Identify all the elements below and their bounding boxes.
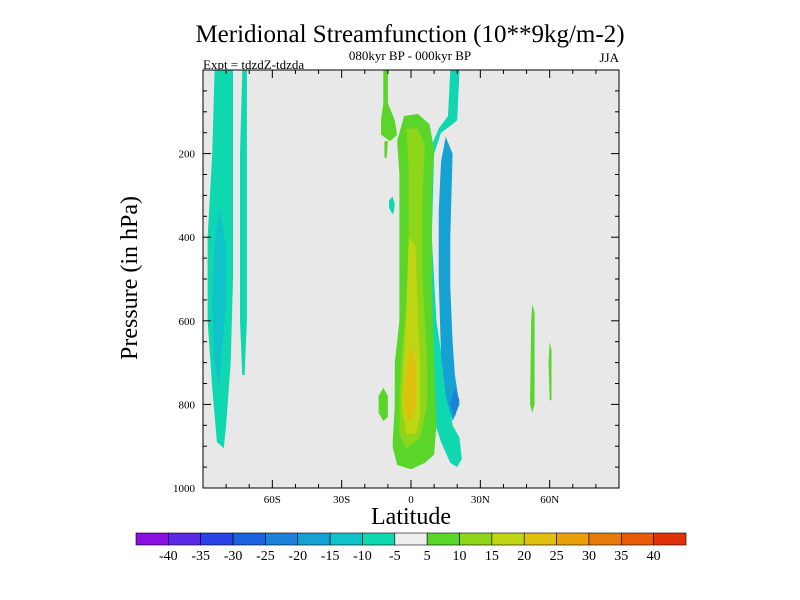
- colorbar-swatch: [265, 532, 299, 546]
- colorbar-label: 15: [485, 549, 499, 564]
- colorbar-swatch: [556, 532, 590, 546]
- region-eq-upper-patch: [381, 70, 398, 142]
- y-tick-label: 600: [179, 316, 196, 328]
- colorbar-swatch: [459, 532, 493, 546]
- contour-fills: [207, 70, 552, 470]
- region-nh-inner-blue: [438, 136, 460, 422]
- colorbar-label: 10: [453, 549, 467, 564]
- region-nh-deep-blue: [450, 387, 460, 417]
- colorbar-swatch: [232, 532, 266, 546]
- region-nh-thin-2: [548, 341, 552, 401]
- colorbar-swatch: [588, 532, 622, 546]
- y-tick-label: 800: [179, 399, 196, 411]
- colorbar-label: 40: [647, 549, 661, 564]
- colorbar-swatch: [168, 532, 202, 546]
- colorbar-label: -5: [389, 549, 401, 564]
- x-axis-label: Latitude: [371, 504, 451, 530]
- colorbar-label: 30: [582, 549, 596, 564]
- region-eq-small-blob: [389, 196, 395, 215]
- region-nh-thin-1: [530, 304, 535, 413]
- region-sh-polar-core: [212, 207, 227, 388]
- y-axis-ticks: 200 400 600 800 1000: [173, 90, 619, 495]
- x-tick-label: 30S: [333, 494, 350, 506]
- colorbar-label: 35: [614, 549, 628, 564]
- region-eq-thread: [384, 141, 388, 158]
- colorbar-swatch: [523, 532, 557, 546]
- colorbar-label: -25: [256, 549, 275, 564]
- experiment-label: Expt = tdzdZ-tdzda: [203, 57, 304, 72]
- colorbar-swatch: [329, 532, 363, 546]
- region-sh-thin-band: [240, 70, 247, 376]
- colorbar-label: -35: [191, 549, 210, 564]
- season-label: JJA: [599, 50, 619, 65]
- colorbar-label: -20: [288, 549, 307, 564]
- colorbar-swatch: [426, 532, 460, 546]
- y-axis-label: Pressure (in hPa): [117, 196, 143, 360]
- colorbar-swatch: [200, 532, 234, 546]
- colorbar-swatch: [653, 532, 687, 546]
- colorbar-label: 25: [550, 549, 564, 564]
- colorbar: -40 -35 -30 -25 -20 -15 -10 -5 5 10 15 20 25 30 35 40: [135, 532, 687, 564]
- colorbar-swatch: [135, 532, 169, 546]
- colorbar-label: -30: [224, 549, 243, 564]
- colorbar-swatch: [491, 532, 525, 546]
- colorbar-label: 20: [517, 549, 531, 564]
- colorbar-swatch: [297, 532, 331, 546]
- x-axis-ticks: 60S 30S 0 30N 60N: [225, 70, 597, 506]
- colorbar-swatch: [394, 532, 428, 546]
- chart-title: Meridional Streamfunction (10**9kg/m-2): [195, 21, 624, 48]
- y-tick-label: 200: [179, 149, 196, 161]
- y-tick-label: 1000: [173, 483, 196, 495]
- colorbar-label: -15: [321, 549, 340, 564]
- x-tick-label: 60S: [264, 494, 281, 506]
- region-eq-orange-core: [404, 345, 416, 422]
- y-tick-label: 400: [179, 232, 196, 244]
- x-tick-label: 60N: [540, 494, 559, 506]
- region-eq-lower-blob: [378, 387, 388, 422]
- region-nh-outer-cyan: [427, 70, 462, 468]
- colorbar-swatch: [362, 532, 396, 546]
- colorbar-label: 5: [424, 549, 431, 564]
- x-tick-label: 30N: [471, 494, 490, 506]
- colorbar-label: -40: [159, 549, 178, 564]
- chart-subtitle: 080kyr BP - 000kyr BP: [349, 48, 471, 63]
- colorbar-label: -10: [353, 549, 372, 564]
- x-tick-label: 0: [408, 494, 414, 506]
- colorbar-swatch: [620, 532, 654, 546]
